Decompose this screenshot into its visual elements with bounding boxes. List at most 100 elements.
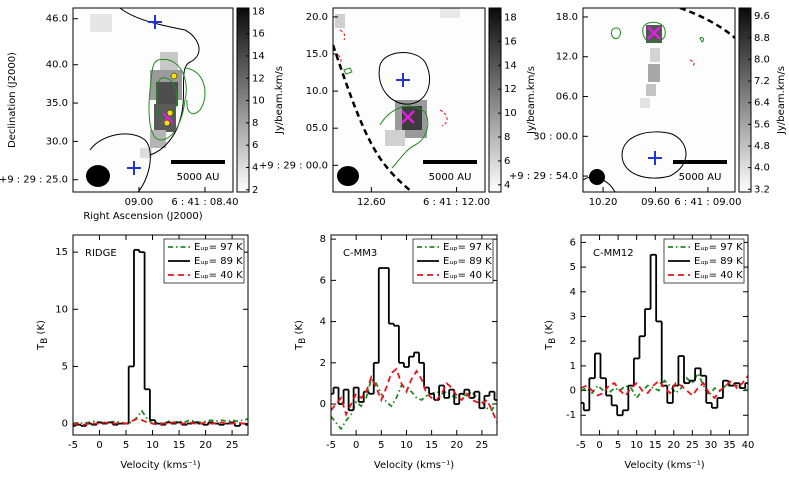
x-tick-label: 10 bbox=[630, 440, 643, 451]
x-tick-label: 15 bbox=[173, 440, 186, 451]
map-artwork bbox=[73, 8, 735, 192]
y-axis-label-unit: (K) bbox=[294, 320, 305, 338]
axes-frame bbox=[330, 234, 498, 436]
axes-frame bbox=[72, 7, 234, 193]
colorbar-tick-label: 16 bbox=[504, 36, 517, 47]
y-axis-label-sub: B bbox=[298, 338, 308, 344]
legend-label: Eᵤₚ= 89 K bbox=[443, 256, 492, 267]
y-tick-label: 12.0 bbox=[556, 52, 578, 63]
y-axis-label-sub: B bbox=[548, 338, 558, 344]
pixel bbox=[440, 8, 460, 18]
x-tick-label: 10 bbox=[400, 440, 413, 451]
pixel bbox=[335, 14, 345, 28]
colorbar-tick-label: 14 bbox=[504, 60, 517, 71]
annotation: 5000 AU bbox=[177, 172, 220, 183]
colorbar-tick-label: 3.2 bbox=[754, 184, 770, 195]
pixel bbox=[160, 52, 178, 72]
y-axis-label-unit: (K) bbox=[36, 320, 47, 338]
x-tick-label: 09.00 bbox=[125, 197, 154, 208]
series-line bbox=[73, 418, 248, 426]
y-axis-label-main: T bbox=[294, 343, 305, 351]
x-axis-label: Velocity (kms⁻¹) bbox=[120, 460, 200, 471]
colorbar-tick-label: 4 bbox=[504, 180, 510, 191]
beam bbox=[86, 165, 110, 187]
x-tick-label: 20 bbox=[667, 440, 680, 451]
contour bbox=[379, 105, 429, 169]
y-tick-label: 10.0 bbox=[306, 86, 328, 97]
annotation: 5000 AU bbox=[679, 172, 722, 183]
x-tick-label: 30 bbox=[705, 440, 718, 451]
x-marker bbox=[647, 26, 661, 40]
y-axis-label: TB (K) bbox=[36, 320, 50, 351]
series-line bbox=[331, 377, 497, 431]
x-tick-label: 10 bbox=[146, 440, 159, 451]
colorbar-tick-label: 5.6 bbox=[754, 119, 770, 130]
colorbar-tick-label: 7.2 bbox=[754, 76, 770, 87]
dot bbox=[170, 72, 178, 80]
x-tick-label: 20 bbox=[199, 440, 212, 451]
y-tick-label: 5 bbox=[62, 361, 68, 372]
x-tick-label: 15 bbox=[425, 440, 438, 451]
colorbar-tick-label: 2 bbox=[252, 185, 258, 196]
pixel bbox=[140, 148, 152, 158]
colorbar-tick-label: 18 bbox=[252, 6, 265, 17]
panel-label: C-MM12 bbox=[593, 248, 634, 259]
x-tick-label: 25 bbox=[686, 440, 699, 451]
x-tick-label: 20 bbox=[450, 440, 463, 451]
y-tick-label: 0 bbox=[570, 386, 576, 397]
y-axis-label-sub: B bbox=[40, 338, 50, 344]
contour bbox=[621, 131, 687, 179]
x-tick-label: 40 bbox=[742, 440, 755, 451]
plot-area bbox=[331, 267, 497, 431]
x-tick-label: 25 bbox=[226, 440, 239, 451]
colorbar-tick-label: 8 bbox=[252, 118, 258, 129]
dashed-curve bbox=[679, 8, 735, 39]
contour bbox=[337, 29, 448, 127]
y-tick-label: 0 bbox=[62, 419, 68, 430]
map-3-image bbox=[583, 8, 735, 192]
contour bbox=[378, 52, 430, 105]
series-line bbox=[331, 367, 497, 423]
colorbar-label: Jy/beam.km/s bbox=[526, 66, 537, 135]
x-tick-label: -5 bbox=[576, 440, 586, 451]
colorbar-tick-label: 4.0 bbox=[754, 163, 770, 174]
x-tick-label: 6 : 41 : 12.00 bbox=[423, 197, 490, 208]
colorbar-tick-label: 14 bbox=[252, 51, 265, 62]
colorbar-label: Jy/beam.km/s bbox=[776, 66, 787, 135]
legend-label: Eᵤₚ= 89 K bbox=[194, 256, 243, 267]
contour bbox=[89, 133, 151, 192]
y-tick-label: +9 : 29 : 54.0 bbox=[509, 171, 578, 182]
colorbar-tick-label: 4 bbox=[252, 162, 258, 173]
x-tick-label: 15 bbox=[649, 440, 662, 451]
y-tick-label: 8 bbox=[320, 234, 326, 245]
contour bbox=[148, 58, 187, 141]
x-tick-label: 6 : 41 : 09.00 bbox=[674, 197, 741, 208]
y-tick-label: 3 bbox=[570, 311, 576, 322]
x-tick-label: 5 bbox=[123, 440, 129, 451]
x-tick-label: 09.60 bbox=[641, 197, 670, 208]
axes-frame bbox=[72, 234, 249, 436]
y-axis-label: TB (K) bbox=[544, 320, 558, 351]
x-tick-label: 35 bbox=[723, 440, 736, 451]
colorbar-tick-label: 12 bbox=[252, 73, 265, 84]
contour bbox=[343, 67, 353, 75]
colorbar-tick-label: 6 bbox=[252, 140, 258, 151]
beam bbox=[589, 169, 605, 185]
cross bbox=[127, 161, 141, 175]
pixel bbox=[640, 98, 650, 108]
axes-frame bbox=[582, 7, 736, 193]
y-tick-label: 46.0 bbox=[46, 14, 68, 25]
y-tick-label: 4 bbox=[570, 287, 576, 298]
axes-frame bbox=[332, 7, 486, 193]
y-tick-label: +9 : 29 : 00.0 bbox=[259, 160, 328, 171]
x-tick-label: 0 bbox=[353, 440, 359, 451]
dashed-curve bbox=[333, 44, 413, 192]
y-tick-label: 18.0 bbox=[556, 12, 578, 23]
y-tick-label: 40.0 bbox=[46, 60, 68, 71]
contour bbox=[119, 8, 200, 156]
contour bbox=[184, 67, 206, 115]
y-tick-label: 30.0 bbox=[46, 136, 68, 147]
x-axis-label: Velocity (kms⁻¹) bbox=[624, 460, 704, 471]
colorbar bbox=[488, 7, 502, 193]
panel-label: C-MM3 bbox=[343, 248, 377, 259]
